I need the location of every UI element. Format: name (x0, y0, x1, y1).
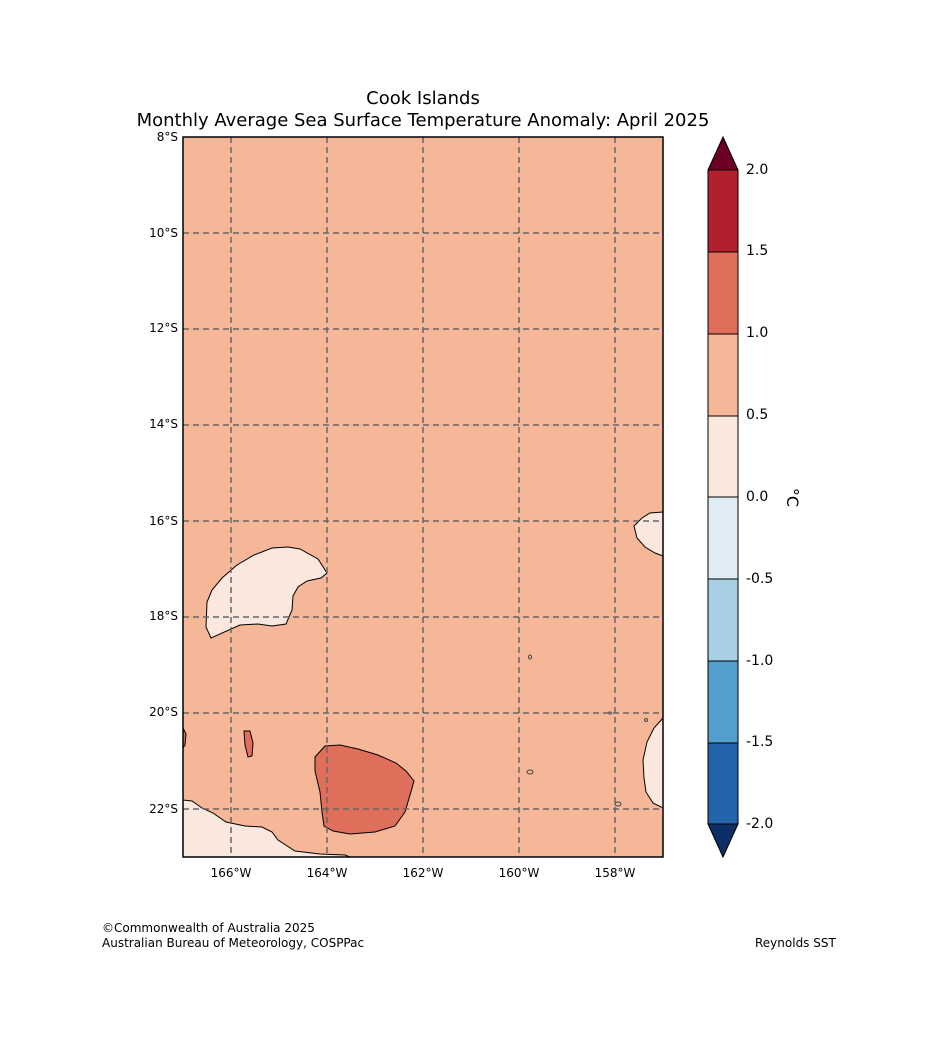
colorbar-unit-label: °C (783, 487, 803, 508)
lon-label: 158°W (594, 866, 636, 880)
lat-label: 10°S (149, 226, 178, 240)
lon-label: 166°W (210, 866, 252, 880)
anomaly-patch-warm-south (314, 744, 415, 835)
anomaly-patch-light-east-top (633, 511, 664, 557)
data-source-text: Reynolds SST (755, 936, 836, 950)
lat-label: 14°S (149, 417, 178, 431)
lat-label: 16°S (149, 514, 178, 528)
copyright-text: ©Commonwealth of Australia 2025 (102, 921, 315, 935)
colorbar-segment-0.5-1.0 (708, 334, 738, 416)
colorbar-tick-label: 1.0 (746, 325, 769, 341)
colorbar-tick-label: -2.0 (746, 816, 774, 832)
colorbar-tick-label: 0.0 (746, 489, 769, 505)
colorbar-tick-label: -0.5 (746, 571, 774, 587)
colorbar-segment-1.5-2.0 (708, 170, 738, 252)
colorbar-segment-neg0.5-0.0 (708, 497, 738, 579)
lon-label: 160°W (498, 866, 540, 880)
colorbar-tick-label: -1.5 (746, 734, 774, 750)
colorbar-segment-neg1.0-neg0.5 (708, 579, 738, 661)
map-gridlines (183, 137, 663, 857)
map-subtitle: Monthly Average Sea Surface Temperature … (136, 110, 710, 131)
colorbar-frame (707, 169, 739, 825)
lat-label: 8°S (156, 130, 178, 144)
colorbar-tick-label: 1.5 (746, 243, 769, 259)
lat-label: 12°S (149, 321, 178, 335)
lon-label: 162°W (402, 866, 444, 880)
map-title: Cook Islands (366, 88, 480, 109)
colorbar-tick-label: 2.0 (746, 162, 769, 178)
map-frame (182, 136, 664, 858)
organization-text: Australian Bureau of Meteorology, COSPPa… (102, 936, 365, 950)
colorbar-tick-label: -1.0 (746, 653, 774, 669)
island-marker (526, 769, 534, 775)
anomaly-patch-warm-small (243, 730, 254, 758)
anomaly-patch-light-west (205, 546, 328, 639)
anomaly-patch-light-east-bottom (642, 716, 664, 809)
colorbar-segment-0.0-0.5 (708, 416, 738, 497)
colorbar-segment-neg1.5-neg1.0 (708, 661, 738, 743)
colorbar-tick-label: 0.5 (746, 407, 769, 423)
lat-label: 18°S (149, 609, 178, 623)
island-marker (528, 654, 532, 660)
lon-label: 164°W (306, 866, 348, 880)
colorbar-over-triangle (707, 135, 739, 171)
lat-label: 22°S (149, 802, 178, 816)
anomaly-patch-light-southwest (182, 799, 351, 858)
colorbar-under-triangle (707, 823, 739, 859)
island-marker (614, 801, 622, 807)
colorbar (707, 135, 739, 859)
colorbar-segment-neg2.0-neg1.5 (708, 743, 738, 824)
island-marker (644, 718, 648, 722)
colorbar-segment-1.0-1.5 (708, 252, 738, 334)
lat-label: 20°S (149, 705, 178, 719)
